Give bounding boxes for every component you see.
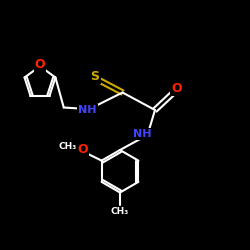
- Text: CH₃: CH₃: [111, 207, 129, 216]
- Text: CH₃: CH₃: [59, 142, 77, 151]
- Text: O: O: [35, 58, 45, 71]
- Text: S: S: [90, 70, 100, 83]
- Text: O: O: [171, 82, 181, 95]
- Text: NH: NH: [78, 105, 97, 115]
- Text: NH: NH: [133, 129, 151, 139]
- Text: O: O: [78, 143, 88, 156]
